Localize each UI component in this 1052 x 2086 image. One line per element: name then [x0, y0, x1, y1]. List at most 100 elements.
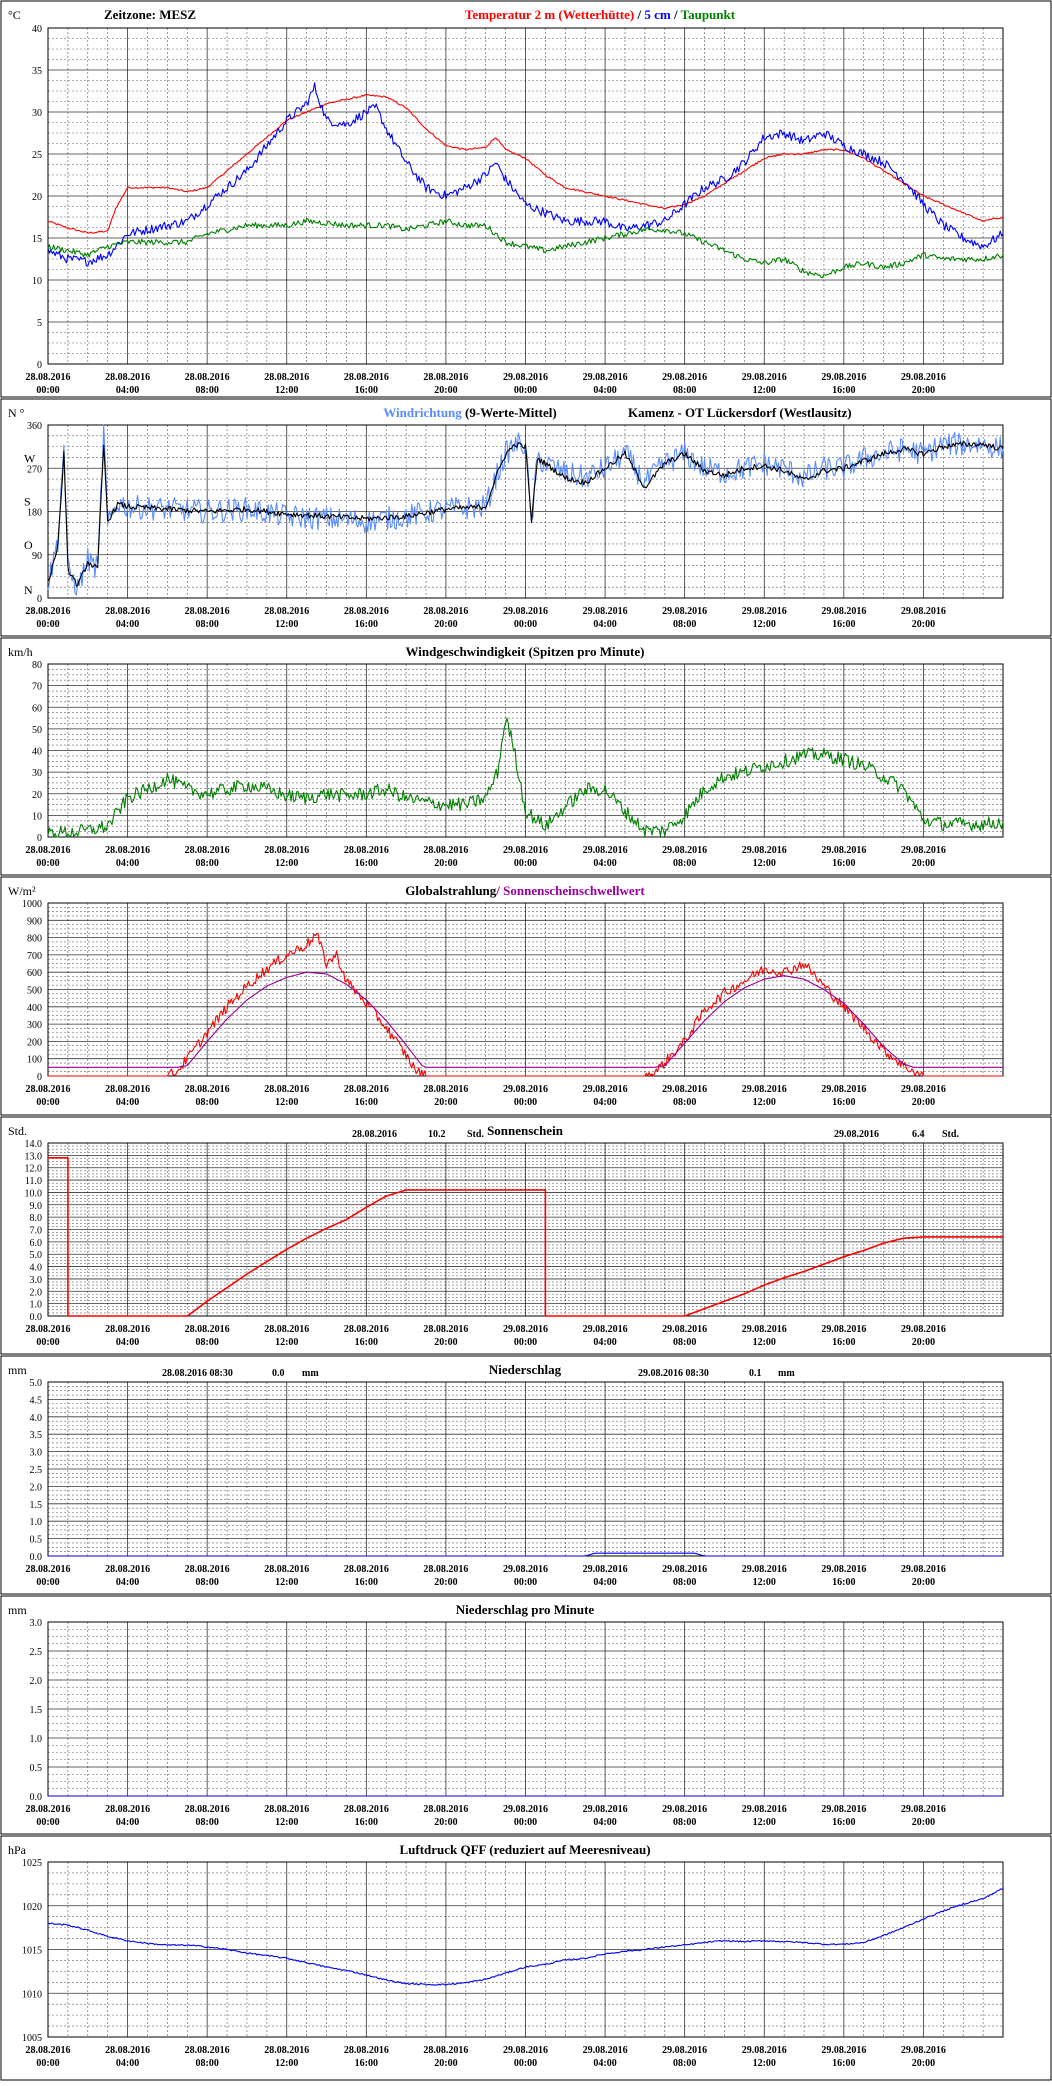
x-tick-time: 04:00: [116, 858, 139, 869]
x-tick-date: 28.08.2016: [26, 1564, 71, 1575]
y-tick-label: 50: [32, 725, 42, 736]
x-tick-time: 04:00: [116, 1577, 139, 1588]
station-name: Kamenz - OT Lückersdorf (Westlausitz): [628, 405, 852, 420]
y-tick-label: 0.5: [30, 1763, 43, 1774]
chart-title: Windrichtung (9-Werte-Mittel): [383, 405, 556, 420]
chart-title-part: Temperatur 2 m (Wetterhütte): [465, 7, 634, 22]
x-tick-time: 04:00: [593, 1097, 616, 1108]
series-line: [48, 971, 1003, 1068]
chart-title-part: / Sonnenscheinschwellwert: [495, 883, 645, 898]
chart-title: Niederschlag: [489, 1362, 562, 1377]
y-tick-label: 20: [32, 790, 42, 801]
x-tick-date: 28.08.2016: [264, 845, 309, 856]
y-tick-label: 40: [32, 747, 42, 758]
x-tick-time: 12:00: [275, 2058, 298, 2069]
chart-title: Sonnenschein: [487, 1123, 564, 1138]
y-unit-label: °C: [8, 8, 21, 22]
y-tick-label: 7.0: [30, 1226, 43, 1237]
x-tick-time: 20:00: [912, 1337, 935, 1348]
y-tick-label: 5.0: [30, 1250, 43, 1261]
y-tick-label: 100: [27, 1055, 42, 1066]
summary-value: 10.2: [428, 1129, 446, 1140]
y-tick-label: 1.0: [30, 1300, 43, 1311]
y-tick-label: 0: [37, 833, 42, 844]
compass-label: W: [24, 451, 36, 465]
chart-title-part: Taupunkt: [681, 7, 736, 22]
x-tick-time: 16:00: [832, 2058, 855, 2069]
x-tick-date: 28.08.2016: [105, 372, 150, 383]
x-tick-date: 29.08.2016: [662, 1084, 707, 1095]
y-tick-label: 9.0: [30, 1201, 43, 1212]
x-tick-time: 20:00: [434, 385, 457, 396]
y-tick-label: 14.0: [25, 1139, 43, 1150]
y-tick-label: 11.0: [25, 1176, 42, 1187]
summary-unit: mm: [778, 1368, 795, 1379]
x-tick-time: 12:00: [753, 385, 776, 396]
x-tick-time: 08:00: [673, 619, 696, 630]
x-tick-time: 08:00: [673, 1577, 696, 1588]
plot-border: [47, 27, 1004, 365]
x-tick-time: 08:00: [195, 619, 218, 630]
panel-frame: [0, 637, 1052, 876]
series-line: [47, 82, 1004, 267]
x-tick-time: 08:00: [673, 1097, 696, 1108]
x-tick-time: 00:00: [514, 1097, 537, 1108]
x-tick-date: 28.08.2016: [185, 1564, 230, 1575]
x-tick-date: 29.08.2016: [742, 1324, 787, 1335]
x-tick-date: 28.08.2016: [423, 1084, 468, 1095]
y-tick-label: 8.0: [30, 1213, 43, 1224]
x-tick-date: 29.08.2016: [503, 372, 548, 383]
x-tick-time: 04:00: [116, 1337, 139, 1348]
chart-title: Windgeschwindigkeit (Spitzen pro Minute): [406, 644, 645, 659]
y-tick-label: 1020: [22, 1902, 42, 1913]
compass-label: S: [24, 495, 31, 509]
x-tick-time: 00:00: [514, 1337, 537, 1348]
summary-date: 28.08.2016 08:30: [162, 1368, 233, 1379]
y-tick-label: 900: [27, 916, 42, 927]
x-tick-time: 00:00: [514, 1577, 537, 1588]
y-tick-label: 1.5: [30, 1705, 43, 1716]
x-tick-time: 00:00: [514, 1817, 537, 1828]
y-tick-label: 0.5: [30, 1535, 43, 1546]
x-tick-date: 29.08.2016: [662, 1324, 707, 1335]
x-tick-time: 12:00: [753, 1577, 776, 1588]
x-tick-date: 28.08.2016: [105, 606, 150, 617]
y-tick-label: 300: [27, 1020, 42, 1031]
x-tick-time: 16:00: [832, 619, 855, 630]
x-tick-date: 28.08.2016: [185, 2045, 230, 2056]
x-tick-date: 28.08.2016: [105, 845, 150, 856]
x-tick-date: 28.08.2016: [344, 372, 389, 383]
x-tick-time: 08:00: [673, 385, 696, 396]
x-tick-time: 08:00: [195, 858, 218, 869]
x-tick-date: 28.08.2016: [344, 606, 389, 617]
x-tick-date: 28.08.2016: [344, 845, 389, 856]
x-tick-date: 29.08.2016: [742, 2045, 787, 2056]
series-line: [48, 1157, 1003, 1317]
y-tick-label: 4.0: [30, 1263, 43, 1274]
y-tick-label: 3.0: [30, 1448, 43, 1459]
x-tick-time: 08:00: [673, 2058, 696, 2069]
x-tick-time: 04:00: [116, 1817, 139, 1828]
y-tick-label: 10: [32, 276, 42, 287]
x-tick-date: 29.08.2016: [901, 845, 946, 856]
y-tick-label: 0.0: [30, 1552, 43, 1563]
x-tick-time: 16:00: [355, 858, 378, 869]
x-tick-time: 20:00: [912, 385, 935, 396]
x-tick-time: 20:00: [434, 2058, 457, 2069]
x-tick-time: 20:00: [434, 858, 457, 869]
x-tick-date: 29.08.2016: [503, 606, 548, 617]
x-tick-time: 20:00: [434, 1097, 457, 1108]
y-tick-label: 0: [37, 594, 42, 605]
panel-frame: [0, 1835, 1052, 2081]
x-tick-time: 04:00: [593, 2058, 616, 2069]
y-tick-label: 1025: [22, 1858, 42, 1869]
x-tick-time: 12:00: [753, 619, 776, 630]
x-tick-time: 08:00: [673, 1337, 696, 1348]
summary-unit: Std.: [942, 1129, 959, 1140]
x-tick-date: 29.08.2016: [742, 1084, 787, 1095]
y-tick-label: 5: [37, 318, 42, 329]
x-tick-time: 08:00: [673, 1817, 696, 1828]
y-tick-label: 360: [27, 421, 42, 432]
x-tick-time: 04:00: [593, 619, 616, 630]
x-tick-date: 29.08.2016: [583, 845, 628, 856]
